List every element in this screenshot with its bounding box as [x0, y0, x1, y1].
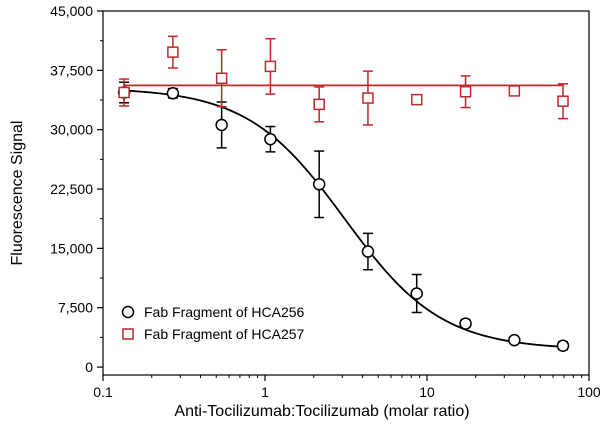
- legend-marker-series-2: [122, 328, 134, 340]
- x-tick-label: 1: [261, 384, 269, 400]
- y-tick-label: 15,000: [50, 240, 93, 256]
- data-point: [410, 287, 423, 300]
- y-tick-label: 30,000: [50, 122, 93, 138]
- legend-marker-series-1: [121, 305, 135, 319]
- data-point: [508, 333, 521, 347]
- legend-label-series-1: Fab Fragment of HCA256: [144, 304, 305, 320]
- legend-label-series-2: Fab Fragment of HCA257: [144, 326, 305, 342]
- x-tick-label: 100: [577, 384, 600, 400]
- y-axis: 0 7,500 15,000 22,500 30,000 37,500 45,000: [50, 3, 103, 375]
- y-axis-title: Fluorescence Signal: [9, 121, 26, 266]
- data-point: [508, 85, 521, 97]
- data-point: [459, 85, 472, 98]
- series-2: [118, 35, 569, 126]
- x-tick-label: 0.1: [93, 384, 113, 400]
- data-point: [167, 46, 179, 58]
- data-point: [118, 86, 130, 99]
- x-axis: 0.1 1 10 100: [93, 375, 600, 400]
- fit-curve-series-1: [124, 89, 564, 348]
- y-tick-label: 37,500: [50, 62, 93, 78]
- data-point: [264, 132, 277, 146]
- data-point: [556, 339, 570, 352]
- x-axis-title: Anti-Tocilizumab:Tocilizumab (molar rati…: [174, 403, 469, 420]
- fit-curves: [124, 84, 564, 348]
- legend: Fab Fragment of HCA256 Fab Fragment of HC…: [121, 304, 305, 342]
- data-point: [215, 72, 228, 85]
- series-layer: [117, 35, 570, 352]
- y-tick-label: 45,000: [50, 3, 93, 19]
- data-point: [313, 98, 325, 111]
- x-tick-label: 10: [419, 384, 435, 400]
- data-point: [459, 317, 472, 330]
- data-point: [361, 245, 375, 258]
- y-tick-label: 0: [85, 359, 93, 375]
- plot-frame: [102, 10, 590, 376]
- data-point: [312, 178, 326, 191]
- data-point: [362, 92, 374, 104]
- data-point: [557, 95, 569, 107]
- data-point: [264, 60, 277, 73]
- data-point: [166, 87, 180, 100]
- y-tick-label: 7,500: [58, 300, 93, 316]
- plot-area: [102, 10, 590, 376]
- data-point: [215, 118, 228, 132]
- data-point: [410, 93, 423, 106]
- y-tick-label: 22,500: [50, 181, 93, 197]
